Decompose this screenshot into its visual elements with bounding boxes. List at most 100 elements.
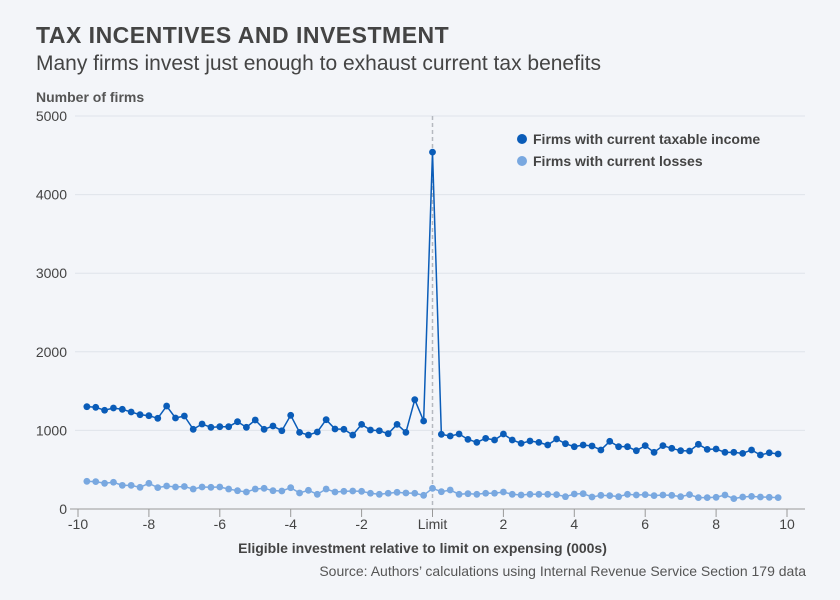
data-point	[110, 478, 117, 486]
data-point	[278, 487, 286, 495]
data-point	[748, 492, 755, 500]
data-point	[305, 431, 312, 439]
data-point	[83, 403, 91, 411]
data-point	[260, 484, 268, 492]
x-tick-label: 8	[712, 516, 720, 532]
data-point	[659, 442, 667, 450]
data-point	[508, 490, 516, 498]
data-point	[739, 493, 747, 501]
data-point	[721, 448, 729, 456]
y-tick-label: 4000	[36, 187, 67, 203]
data-point	[367, 489, 374, 497]
legend-marker	[517, 134, 527, 144]
data-point	[411, 489, 419, 497]
data-point	[163, 482, 171, 490]
data-point	[553, 491, 560, 499]
data-point	[765, 449, 773, 457]
data-point	[127, 408, 135, 416]
data-point	[207, 483, 215, 491]
data-point	[429, 484, 436, 492]
data-point	[375, 490, 383, 498]
data-point	[154, 484, 162, 492]
data-point	[446, 486, 454, 494]
data-point	[322, 485, 330, 493]
data-point	[225, 423, 233, 431]
y-tick-label: 2000	[36, 344, 67, 360]
y-tick-label: 3000	[36, 265, 67, 281]
legend-marker	[517, 156, 527, 166]
data-point	[570, 443, 578, 451]
data-point	[437, 488, 445, 496]
data-point	[313, 428, 321, 436]
data-point	[491, 489, 498, 497]
data-point	[340, 425, 348, 433]
data-point	[402, 489, 410, 497]
legend-label: Firms with current losses	[533, 153, 703, 169]
data-point	[349, 431, 357, 439]
data-point	[367, 426, 374, 434]
data-point	[189, 485, 197, 493]
data-point	[774, 494, 782, 502]
y-axis-label: Number of firms	[36, 89, 145, 105]
data-point	[757, 493, 764, 501]
data-point	[216, 423, 224, 431]
x-tick-label: -10	[68, 516, 88, 532]
data-point	[730, 448, 738, 456]
data-point	[606, 492, 614, 500]
data-point	[420, 417, 428, 425]
data-point	[597, 446, 605, 454]
data-point	[420, 491, 428, 499]
data-point	[615, 443, 623, 451]
data-point	[668, 491, 676, 499]
series-line	[86, 152, 779, 456]
data-point	[526, 437, 534, 445]
data-point	[118, 405, 126, 413]
data-point	[296, 428, 303, 436]
data-point	[101, 406, 108, 414]
data-point	[101, 479, 108, 487]
data-point	[562, 493, 569, 501]
data-point	[757, 451, 764, 459]
data-point	[429, 148, 436, 156]
data-point	[677, 447, 685, 455]
data-point	[455, 430, 463, 438]
data-point	[774, 450, 782, 458]
data-point	[606, 437, 614, 445]
x-tick-label: -2	[355, 516, 368, 532]
data-point	[473, 438, 481, 446]
data-point	[650, 448, 658, 456]
data-point	[216, 483, 224, 491]
data-point	[83, 477, 91, 485]
data-point	[624, 443, 631, 451]
data-point	[491, 436, 498, 444]
x-tick-label: -8	[143, 516, 156, 532]
data-point	[393, 420, 401, 428]
data-point	[712, 493, 720, 501]
data-point	[730, 495, 738, 503]
data-point	[358, 420, 365, 428]
data-point	[296, 489, 303, 497]
data-point	[180, 483, 188, 490]
data-point	[446, 432, 454, 440]
data-point	[136, 411, 144, 419]
data-point	[384, 489, 392, 497]
data-point	[517, 439, 525, 447]
data-point	[375, 427, 383, 435]
data-point	[305, 486, 312, 494]
source-note: Source: Authors’ calculations using Inte…	[319, 563, 806, 579]
data-point	[686, 447, 693, 455]
data-point	[207, 423, 215, 431]
data-point	[331, 425, 339, 433]
data-point	[198, 420, 206, 428]
data-point	[145, 479, 153, 487]
y-tick-label: 0	[59, 501, 67, 517]
data-point	[331, 488, 339, 496]
data-point	[641, 442, 649, 450]
data-point	[641, 491, 649, 499]
data-point	[686, 491, 693, 499]
data-point	[127, 481, 135, 489]
data-point	[579, 441, 587, 449]
data-point	[703, 445, 711, 453]
x-tick-label: 2	[500, 516, 508, 532]
data-point	[234, 487, 241, 495]
